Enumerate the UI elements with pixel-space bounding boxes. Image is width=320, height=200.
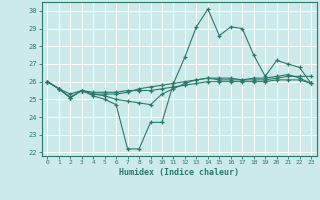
X-axis label: Humidex (Indice chaleur): Humidex (Indice chaleur) — [119, 168, 239, 177]
